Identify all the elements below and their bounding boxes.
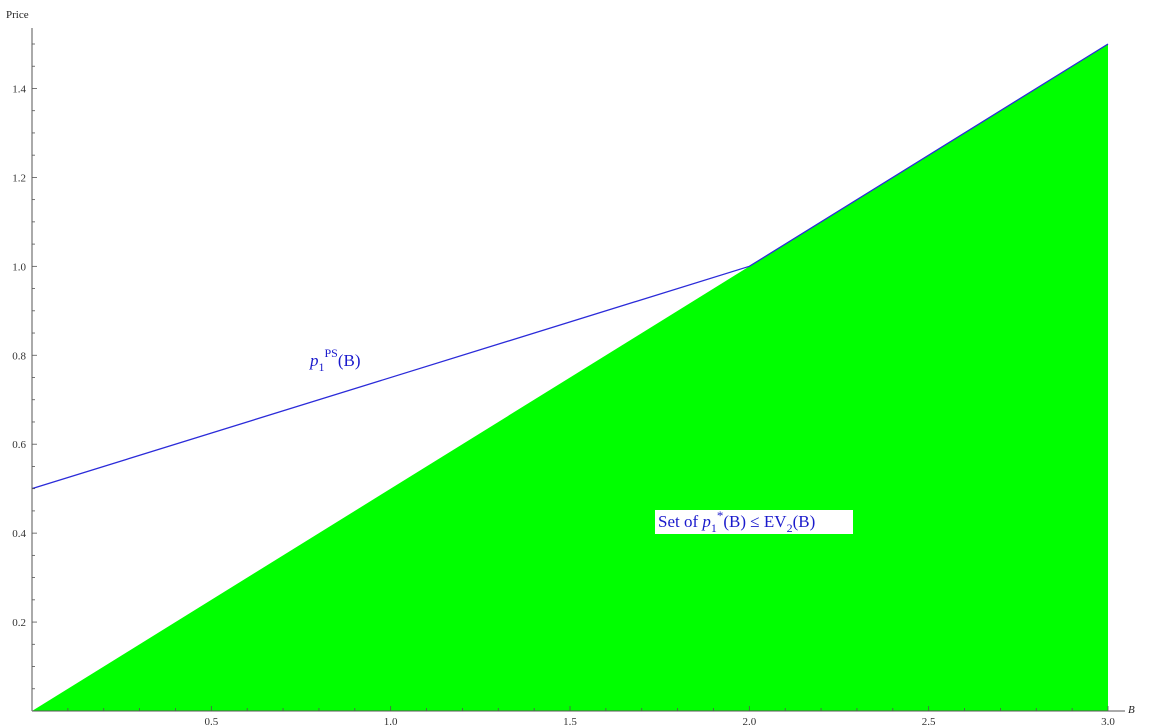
y-tick-label: 0.4 — [12, 528, 26, 540]
region-label: Set of p1*(B) ≤ EV2(B) — [658, 508, 815, 535]
y-tick-label: 1.2 — [12, 172, 26, 184]
line-label-base: p — [309, 351, 319, 370]
region-label-p-sub: 1 — [711, 521, 717, 535]
region-label-prefix: Set of — [658, 512, 702, 531]
region-label-ev-sub: 2 — [787, 521, 793, 535]
x-axis-label: B — [1128, 704, 1135, 716]
region-label-ev: EV — [764, 512, 787, 531]
y-axis-label: Price — [6, 9, 29, 21]
y-tick-label: 1.4 — [12, 83, 26, 95]
y-tick-label: 1.0 — [12, 261, 26, 273]
y-tick-label: 0.2 — [12, 617, 26, 629]
x-tick-label: 3.0 — [1101, 716, 1115, 728]
region-label-p: p — [701, 512, 711, 531]
region-label-p-sup: * — [717, 508, 724, 523]
y-ticks: 0.2 0.4 0.6 0.8 1.0 1.2 1.4 — [12, 43, 37, 690]
region-label-ev-tail: (B) — [793, 512, 816, 531]
line-label-tail: (B) — [338, 351, 361, 370]
line-label-sub: 1 — [319, 360, 325, 374]
line-label-p1-ps: p1PS(B) — [309, 346, 361, 374]
y-tick-label: 0.8 — [12, 350, 26, 362]
region-label-background — [655, 510, 853, 534]
region-label-p-tail: (B) ≤ — [723, 512, 764, 531]
line-label-sup: PS — [325, 346, 338, 360]
x-tick-label: 1.5 — [563, 716, 577, 728]
x-tick-label: 2.5 — [922, 716, 936, 728]
x-tick-label: 0.5 — [204, 716, 218, 728]
y-tick-label: 0.6 — [12, 439, 26, 451]
x-tick-label: 2.0 — [742, 716, 756, 728]
x-tick-label: 1.0 — [384, 716, 398, 728]
series-line-p1-ps — [31, 43, 1109, 490]
x-ticks: 0.5 1.0 1.5 2.0 2.5 3.0 — [67, 706, 1115, 728]
